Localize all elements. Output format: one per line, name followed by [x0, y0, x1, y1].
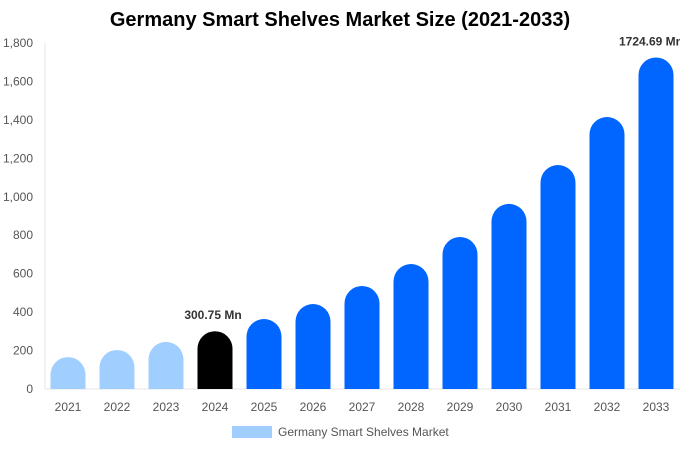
y-tick-label: 600: [13, 267, 33, 281]
y-tick-label: 800: [13, 228, 33, 242]
bar-2021: [50, 357, 86, 389]
y-tick-label: 1,600: [3, 74, 33, 88]
x-tick-label: 2030: [496, 400, 523, 414]
data-label-2033: 1724.69 Mn: [619, 34, 680, 48]
x-tick-label: 2026: [300, 400, 327, 414]
x-tick-label: 2024: [202, 400, 229, 414]
x-tick-label: 2029: [447, 400, 474, 414]
legend: Germany Smart Shelves Market: [232, 425, 449, 439]
bar-2027: [344, 285, 380, 389]
x-tick-label: 2027: [349, 400, 376, 414]
y-tick-label: 1,200: [3, 151, 33, 165]
bar-2023: [148, 341, 184, 389]
y-tick-label: 0: [26, 382, 33, 396]
bar-2025: [246, 319, 282, 389]
bar-2024: [197, 331, 233, 389]
chart-title: Germany Smart Shelves Market Size (2021-…: [109, 9, 571, 31]
bar-2033: [638, 57, 674, 389]
bar-2026: [295, 304, 331, 389]
x-tick-label: 2023: [153, 400, 180, 414]
y-tick-label: 400: [13, 305, 33, 319]
legend-swatch: [232, 426, 272, 438]
y-tick-label: 1,400: [3, 113, 33, 127]
x-tick-label: 2025: [251, 400, 278, 414]
data-label-2024: 300.75 Mn: [184, 308, 241, 322]
legend-label: Germany Smart Shelves Market: [278, 425, 449, 439]
y-tick-label: 1,000: [3, 190, 33, 204]
x-tick-label: 2031: [545, 400, 572, 414]
bar-2022: [99, 349, 135, 389]
bar-2030: [491, 203, 527, 389]
x-tick-label: 2032: [594, 400, 621, 414]
y-tick-label: 1,800: [3, 36, 33, 50]
x-tick-label: 2022: [104, 400, 131, 414]
bar-2032: [589, 117, 625, 389]
x-tick-label: 2028: [398, 400, 425, 414]
x-tick-label: 2033: [643, 400, 670, 414]
x-tick-label: 2021: [55, 400, 82, 414]
bar-2029: [442, 236, 478, 389]
bar-2031: [540, 165, 576, 389]
bar-2028: [393, 264, 429, 389]
y-tick-label: 200: [13, 344, 33, 358]
